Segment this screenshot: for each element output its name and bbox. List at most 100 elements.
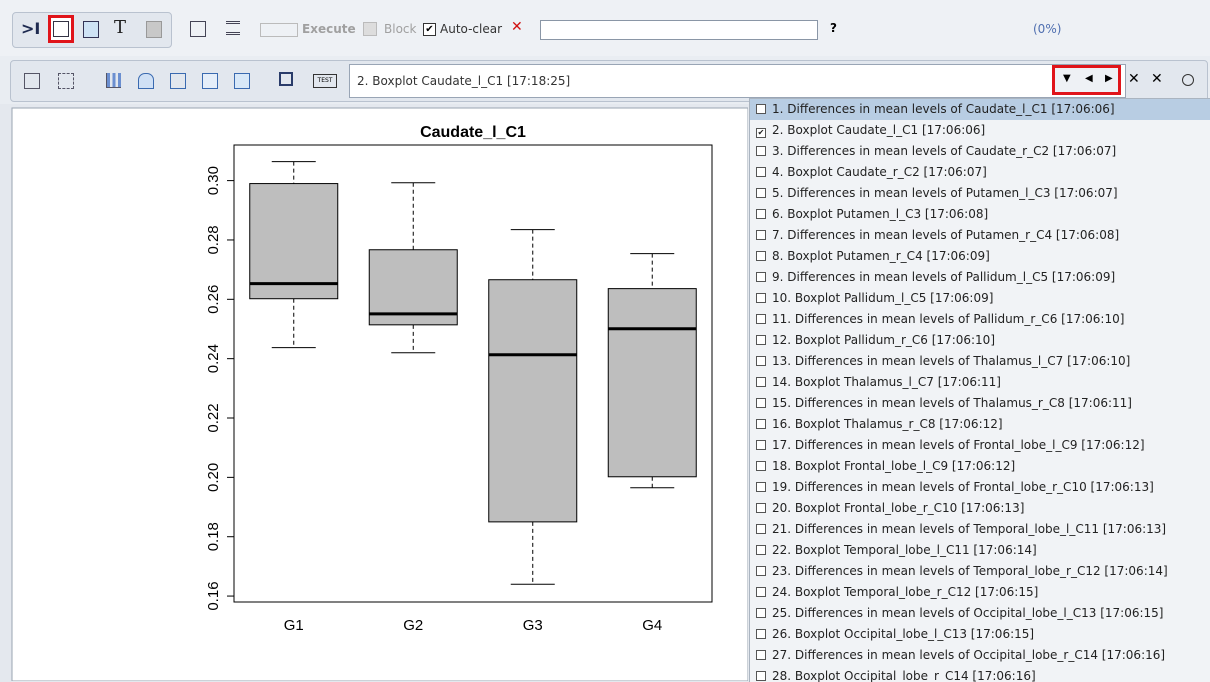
select-button[interactable]: [58, 73, 74, 89]
result-item[interactable]: 15. Differences in mean levels of Thalam…: [750, 393, 1210, 414]
item-checkbox[interactable]: [756, 230, 766, 240]
box: [368, 249, 458, 326]
test-button[interactable]: TEST: [313, 74, 337, 88]
disabled-button[interactable]: [146, 21, 162, 38]
item-checkbox[interactable]: [756, 209, 766, 219]
item-checkbox[interactable]: [756, 356, 766, 366]
clear-button[interactable]: ✕: [511, 19, 523, 35]
item-checkbox[interactable]: [756, 482, 766, 492]
plot-mode-button[interactable]: [48, 15, 74, 43]
result-item[interactable]: 25. Differences in mean levels of Occipi…: [750, 603, 1210, 624]
delete-button[interactable]: ✕: [1128, 71, 1140, 87]
item-checkbox[interactable]: [756, 461, 766, 471]
item-checkbox[interactable]: [756, 629, 766, 639]
item-checkbox[interactable]: [756, 440, 766, 450]
y-tick-label: 0.22: [205, 403, 222, 432]
item-checkbox[interactable]: [756, 335, 766, 345]
item-checkbox[interactable]: [756, 671, 766, 681]
result-item[interactable]: 28. Boxplot Occipital_lobe_r_C14 [17:06:…: [750, 666, 1210, 682]
item-checkbox[interactable]: [756, 293, 766, 303]
result-item[interactable]: 27. Differences in mean levels of Occipi…: [750, 645, 1210, 666]
next-button[interactable]: ▶: [1105, 73, 1113, 84]
curve-button[interactable]: [138, 73, 154, 89]
result-item[interactable]: 7. Differences in mean levels of Putamen…: [750, 225, 1210, 246]
result-item[interactable]: 10. Boxplot Pallidum_l_C5 [17:06:09]: [750, 288, 1210, 309]
item-checkbox[interactable]: [756, 503, 766, 513]
dropdown-button[interactable]: ▼: [1063, 73, 1071, 84]
status-field[interactable]: [540, 20, 818, 40]
item-checkbox[interactable]: [756, 566, 766, 576]
item-checkbox[interactable]: [756, 587, 766, 597]
crosshair-button[interactable]: [170, 73, 186, 89]
result-item[interactable]: ✔ 2. Boxplot Caudate_l_C1 [17:06:06]: [750, 120, 1210, 141]
block-button[interactable]: Block: [384, 22, 417, 36]
auto-clear-checkbox[interactable]: ✔: [423, 23, 436, 36]
delete-all-button[interactable]: ✕: [1151, 71, 1163, 87]
result-item[interactable]: 11. Differences in mean levels of Pallid…: [750, 309, 1210, 330]
result-item[interactable]: 16. Boxplot Thalamus_r_C8 [17:06:12]: [750, 414, 1210, 435]
item-checkbox[interactable]: ✔: [756, 128, 766, 138]
previous-button[interactable]: ◀: [1085, 73, 1093, 84]
result-item[interactable]: 20. Boxplot Frontal_lobe_r_C10 [17:06:13…: [750, 498, 1210, 519]
result-item[interactable]: 14. Boxplot Thalamus_l_C7 [17:06:11]: [750, 372, 1210, 393]
result-item[interactable]: 12. Boxplot Pallidum_r_C6 [17:06:10]: [750, 330, 1210, 351]
item-label: 28. Boxplot Occipital_lobe_r_C14 [17:06:…: [772, 669, 1036, 682]
table-button[interactable]: [202, 73, 218, 89]
y-tick-label: 0.30: [205, 166, 222, 195]
item-checkbox[interactable]: [756, 314, 766, 324]
auto-clear-label: Auto-clear: [440, 22, 503, 36]
x-tick-label: G1: [284, 617, 304, 634]
points-button[interactable]: [234, 73, 250, 89]
result-item[interactable]: 1. Differences in mean levels of Caudate…: [750, 99, 1210, 120]
result-item[interactable]: 6. Boxplot Putamen_l_C3 [17:06:08]: [750, 204, 1210, 225]
result-item[interactable]: 18. Boxplot Frontal_lobe_l_C9 [17:06:12]: [750, 456, 1210, 477]
item-checkbox[interactable]: [756, 608, 766, 618]
text-mode-button[interactable]: T: [114, 17, 127, 38]
item-checkbox[interactable]: [756, 104, 766, 114]
item-checkbox[interactable]: [756, 419, 766, 429]
result-item[interactable]: 13. Differences in mean levels of Thalam…: [750, 351, 1210, 372]
frame-button[interactable]: [279, 72, 293, 86]
item-checkbox[interactable]: [756, 146, 766, 156]
export-button[interactable]: [190, 21, 206, 37]
result-selector[interactable]: [349, 64, 1126, 98]
item-checkbox[interactable]: [756, 545, 766, 555]
result-item[interactable]: 4. Boxplot Caudate_r_C2 [17:06:07]: [750, 162, 1210, 183]
result-list: 1. Differences in mean levels of Caudate…: [749, 98, 1210, 682]
result-item[interactable]: 24. Boxplot Temporal_lobe_r_C12 [17:06:1…: [750, 582, 1210, 603]
result-item[interactable]: 9. Differences in mean levels of Pallidu…: [750, 267, 1210, 288]
detach-button[interactable]: [1182, 74, 1194, 86]
go-first-button[interactable]: >I: [21, 19, 41, 38]
result-item[interactable]: 3. Differences in mean levels of Caudate…: [750, 141, 1210, 162]
item-checkbox[interactable]: [756, 188, 766, 198]
table-mode-button[interactable]: [83, 21, 99, 38]
result-item[interactable]: 21. Differences in mean levels of Tempor…: [750, 519, 1210, 540]
result-item[interactable]: 22. Boxplot Temporal_lobe_l_C11 [17:06:1…: [750, 540, 1210, 561]
item-label: 7. Differences in mean levels of Putamen…: [772, 228, 1120, 242]
result-item[interactable]: 26. Boxplot Occipital_lobe_l_C13 [17:06:…: [750, 624, 1210, 645]
result-item[interactable]: 8. Boxplot Putamen_r_C4 [17:06:09]: [750, 246, 1210, 267]
chart-title: Caudate_l_C1: [420, 124, 526, 141]
item-checkbox[interactable]: [756, 272, 766, 282]
item-checkbox[interactable]: [756, 524, 766, 534]
item-label: 25. Differences in mean levels of Occipi…: [772, 606, 1164, 620]
y-tick-label: 0.16: [205, 581, 222, 610]
histogram-button[interactable]: [106, 73, 121, 88]
y-tick-label: 0.28: [205, 225, 222, 254]
result-item[interactable]: 23. Differences in mean levels of Tempor…: [750, 561, 1210, 582]
item-label: 17. Differences in mean levels of Fronta…: [772, 438, 1145, 452]
execute-button[interactable]: Execute: [302, 22, 356, 36]
result-item[interactable]: 19. Differences in mean levels of Fronta…: [750, 477, 1210, 498]
result-item[interactable]: 5. Differences in mean levels of Putamen…: [750, 183, 1210, 204]
item-checkbox[interactable]: [756, 650, 766, 660]
item-checkbox[interactable]: [756, 167, 766, 177]
item-checkbox[interactable]: [756, 377, 766, 387]
item-label: 15. Differences in mean levels of Thalam…: [772, 396, 1132, 410]
list-button[interactable]: [226, 21, 240, 35]
help-button[interactable]: ?: [830, 21, 837, 35]
item-checkbox[interactable]: [756, 398, 766, 408]
zoom-button[interactable]: [24, 73, 40, 89]
item-checkbox[interactable]: [756, 251, 766, 261]
result-item[interactable]: 17. Differences in mean levels of Fronta…: [750, 435, 1210, 456]
